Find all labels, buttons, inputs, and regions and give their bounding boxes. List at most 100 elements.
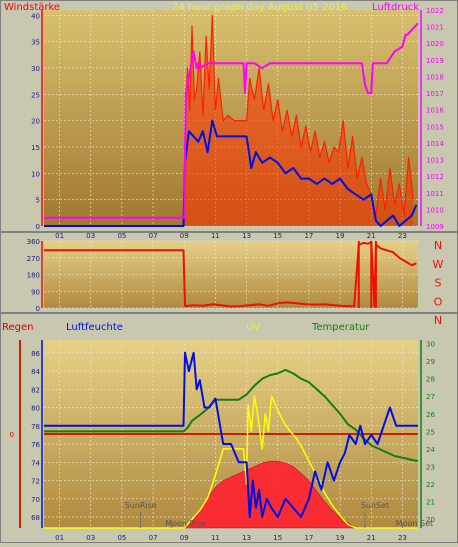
wind-tick-8: 40 — [31, 12, 40, 20]
humidity-tick-1: 70 — [31, 496, 40, 504]
uv-label: UV — [246, 322, 260, 333]
wind-x-ticks: 01 03 05 07 09 11 13 15 17 19 21 23 — [55, 232, 407, 240]
compass-label-1: W — [433, 258, 444, 271]
wind-tick-2: 10 — [31, 170, 40, 178]
temperature-right-ticks: 20 21 22 23 24 25 26 27 28 29 30 — [420, 340, 435, 528]
x-tick-label-9: 19 — [336, 232, 345, 240]
pressure-line — [44, 22, 419, 219]
pressure-tick-4: 1013 — [426, 157, 444, 165]
x-tick-label-3: 07 — [149, 534, 158, 542]
x-tick-label-5: 11 — [211, 534, 220, 542]
humidity-line — [44, 351, 418, 518]
direction-tick-3: 270 — [27, 255, 40, 263]
direction-left-ticks: 0 90 180 270 360 — [27, 238, 43, 313]
moonrise-label: Moon Rise — [165, 519, 206, 528]
x-tick-label-4: 09 — [180, 534, 189, 542]
sun-moon-markers: SunRise SunSet Moon Rise Moon Set — [125, 501, 433, 528]
climate-series — [44, 351, 419, 529]
humidity-tick-7: 82 — [31, 386, 40, 394]
x-tick-label-6: 13 — [242, 232, 251, 240]
x-tick-label-5: 11 — [211, 232, 220, 240]
compass-label-2: S — [435, 277, 442, 290]
temperature-tick-7: 27 — [426, 393, 435, 401]
temperature-tick-4: 24 — [426, 446, 435, 454]
temperature-tick-5: 25 — [426, 428, 435, 436]
compass-label-3: O — [434, 295, 443, 308]
pressure-tick-1: 1010 — [426, 206, 444, 214]
rain-tick-0: 0 — [10, 431, 14, 439]
compass-label-0: N — [434, 239, 442, 252]
temperature-tick-10: 30 — [426, 341, 435, 349]
x-tick-label-7: 15 — [273, 232, 282, 240]
x-tick-label-10: 21 — [367, 534, 376, 542]
pressure-tick-0: 1009 — [426, 223, 444, 231]
luftfeuchte-label: Luftfeuchte — [66, 322, 123, 333]
x-tick-label-2: 05 — [117, 232, 126, 240]
x-tick-label-11: 23 — [398, 534, 407, 542]
pressure-tick-2: 1011 — [426, 190, 444, 198]
luftdruck-label: Luftdruck — [372, 2, 419, 13]
x-tick-label-8: 17 — [304, 232, 313, 240]
wind-tick-7: 35 — [31, 39, 40, 47]
x-tick-label-10: 21 — [367, 232, 376, 240]
uv-line — [44, 395, 418, 529]
wind-tick-5: 25 — [31, 91, 40, 99]
climate-x-ticks: 01 03 05 07 09 11 13 15 17 19 21 23 — [55, 534, 407, 542]
x-tick-label-2: 05 — [117, 534, 126, 542]
temperature-tick-2: 22 — [426, 481, 435, 489]
pressure-right-ticks: 1009 1010 1011 1012 1013 1014 1015 1016 1017 1018… — [420, 7, 444, 231]
humidity-tick-6: 80 — [31, 405, 40, 413]
gust-line — [44, 14, 414, 227]
temperature-tick-0: 20 — [426, 516, 435, 524]
direction-tick-0: 0 — [36, 305, 40, 313]
x-tick-label-7: 15 — [273, 534, 282, 542]
pressure-tick-13: 1022 — [426, 7, 444, 15]
pressure-tick-7: 1016 — [426, 107, 444, 115]
pressure-tick-8: 1017 — [426, 90, 444, 98]
x-tick-label-0: 01 — [55, 534, 64, 542]
pressure-tick-5: 1014 — [426, 140, 444, 148]
moonset-label: Moon Set — [396, 519, 433, 528]
temperature-tick-6: 26 — [426, 411, 435, 419]
pressure-tick-11: 1020 — [426, 40, 444, 48]
x-tick-label-0: 01 — [55, 232, 64, 240]
x-tick-label-3: 07 — [149, 232, 158, 240]
x-tick-label-11: 23 — [398, 232, 407, 240]
direction-series — [44, 240, 417, 308]
climate-chart: 68 70 72 74 76 78 80 82 84 86 0 20 21 22 23 24 25 26 27 28… — [2, 322, 435, 542]
pressure-tick-3: 1012 — [426, 173, 444, 181]
x-tick-label-4: 09 — [180, 232, 189, 240]
wind-tick-6: 30 — [31, 65, 40, 73]
x-tick-label-6: 13 — [242, 534, 251, 542]
wind-tick-0: 0 — [36, 223, 40, 231]
humidity-tick-8: 84 — [31, 368, 40, 376]
temperature-line — [44, 368, 419, 463]
temperature-tick-9: 29 — [426, 358, 435, 366]
wind-series — [44, 14, 419, 227]
direction-tick-2: 180 — [27, 272, 40, 280]
chart-title: 24 hour graph day August 05 2016 — [172, 2, 348, 13]
pressure-tick-12: 1021 — [426, 24, 444, 32]
humidity-tick-5: 78 — [31, 423, 40, 431]
pressure-tick-6: 1015 — [426, 123, 444, 131]
average-wind-line — [44, 119, 418, 227]
humidity-tick-3: 74 — [31, 459, 40, 467]
pressure-tick-9: 1018 — [426, 73, 444, 81]
sunset-label: SunSet — [361, 501, 389, 510]
x-tick-label-8: 17 — [304, 534, 313, 542]
direction-tick-4: 360 — [27, 238, 40, 246]
humidity-tick-9: 86 — [31, 350, 40, 358]
windstaerke-label: Windstärke — [4, 2, 60, 13]
x-tick-label-1: 03 — [86, 232, 95, 240]
x-tick-label-1: 03 — [86, 534, 95, 542]
temperature-tick-8: 28 — [426, 376, 435, 384]
wind-left-ticks: 0 5 10 15 20 25 30 35 40 — [31, 10, 43, 231]
pressure-tick-10: 1019 — [426, 57, 444, 65]
humidity-tick-4: 76 — [31, 441, 40, 449]
temperature-tick-3: 23 — [426, 464, 435, 472]
